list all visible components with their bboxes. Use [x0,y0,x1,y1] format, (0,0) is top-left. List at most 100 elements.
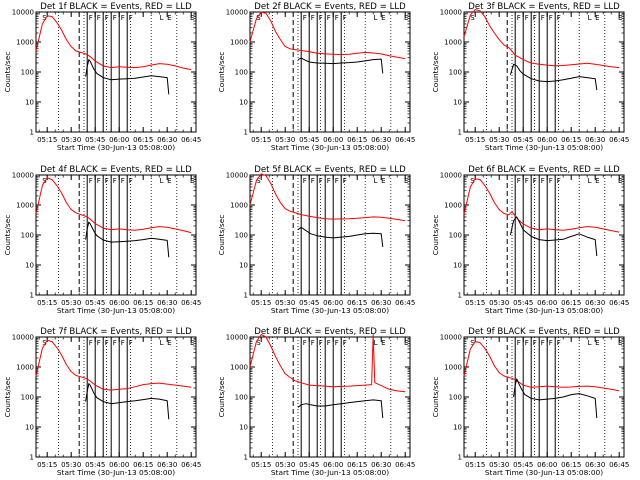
panel-title: Det 9f BLACK = Events, RED = LLD [468,327,620,337]
marker-label: F [533,177,537,185]
y-axis-label: Counts/sec [431,215,440,256]
x-tick-label: 06:45 [609,461,629,469]
panel-title: Det 4f BLACK = Events, RED = LLD [40,165,192,175]
y-tick-label: 100 [21,232,34,240]
y-axis-label: Counts/sec [431,377,440,418]
plot-frame [35,336,197,458]
marker-label: F [533,14,537,22]
x-tick-label: 05:30 [61,299,81,307]
marker-label: F [89,14,93,22]
marker-label: F [549,177,553,185]
y-tick-label: 1000 [16,39,34,47]
marker-label: F [557,14,561,22]
marker-label: F [327,339,331,347]
marker-label: F [303,14,307,22]
y-axis-label: Counts/sec [3,377,12,418]
marker-label: F [335,177,339,185]
x-tick-label: 05:30 [275,136,295,144]
events-series-line [297,399,384,419]
marker-label: F [121,339,125,347]
x-tick-label: 06:00 [323,461,343,469]
marker-label: S [470,14,475,22]
marker-label: F [105,339,109,347]
lld-series-line [35,177,192,234]
y-tick-label: 10 [25,424,34,432]
y-tick-label: 1000 [444,39,462,47]
plot-frame [463,174,625,296]
marker-label: F [89,339,93,347]
x-tick-label: 05:15 [465,136,485,144]
marker-label: E [595,14,599,22]
x-axis-label: Start Time (30-Jun-13 05:08:00) [485,306,603,315]
marker-label: L [588,14,592,22]
y-tick-label: 1000 [444,364,462,372]
marker-label: F [335,339,339,347]
y-tick-label: 1 [458,292,462,300]
marker-label: F [541,177,545,185]
y-tick-label: 10000 [226,334,248,342]
y-tick-label: 100 [21,69,34,77]
marker-label: L [588,177,592,185]
lld-series-line [35,339,192,391]
y-axis-label: Counts/sec [217,377,226,418]
marker-label: F [517,177,521,185]
y-tick-label: 100 [21,394,34,402]
marker-label: F [97,339,101,347]
x-axis-label: Start Time (30-Jun-13 05:08:00) [271,143,389,152]
y-tick-label: 10000 [440,172,462,180]
x-tick-label: 06:15 [347,461,367,469]
y-tick-label: 100 [449,232,462,240]
marker-label: F [327,177,331,185]
marker-label: L [374,177,378,185]
marker-label: S [42,14,47,22]
x-tick-label: 06:30 [157,461,177,469]
panel-title: Det 2f BLACK = Events, RED = LLD [254,2,406,12]
marker-label: E [381,177,385,185]
x-tick-label: 06:15 [347,299,367,307]
marker-label: L [160,339,164,347]
y-tick-label: 1 [30,454,34,462]
marker-label: S [256,177,261,185]
marker-label: E [618,14,622,22]
y-tick-label: 1 [30,292,34,300]
y-tick-label: 1000 [444,202,462,210]
marker-label: F [343,177,347,185]
marker-label: E [190,177,194,185]
marker-label: S [256,339,261,347]
x-axis-label: Start Time (30-Jun-13 05:08:00) [57,468,175,477]
x-tick-label: 06:00 [537,299,557,307]
lld-series-line [463,178,620,233]
x-tick-label: 05:15 [465,461,485,469]
marker-label: F [549,339,553,347]
x-tick-label: 05:30 [61,461,81,469]
y-tick-label: 1 [244,454,248,462]
marker-label: E [404,177,408,185]
y-tick-label: 10000 [440,334,462,342]
x-tick-label: 05:30 [489,299,509,307]
y-tick-label: 1 [244,129,248,137]
x-tick-label: 06:00 [323,136,343,144]
marker-label: S [256,14,261,22]
x-tick-label: 06:00 [109,136,129,144]
marker-label: E [190,339,194,347]
y-tick-label: 10 [239,262,248,270]
plot-frame [463,11,625,133]
y-axis-label: Counts/sec [431,52,440,93]
events-series-line [297,226,384,247]
marker-label: E [595,177,599,185]
marker-label: F [327,14,331,22]
marker-label: F [311,14,315,22]
x-tick-label: 06:30 [585,299,605,307]
x-axis-label: Start Time (30-Jun-13 05:08:00) [271,468,389,477]
lld-series-line [249,11,406,60]
x-tick-label: 05:45 [299,136,319,144]
x-tick-label: 06:00 [109,299,129,307]
y-tick-label: 10 [453,99,462,107]
x-tick-label: 06:45 [395,299,415,307]
marker-label: F [121,14,125,22]
